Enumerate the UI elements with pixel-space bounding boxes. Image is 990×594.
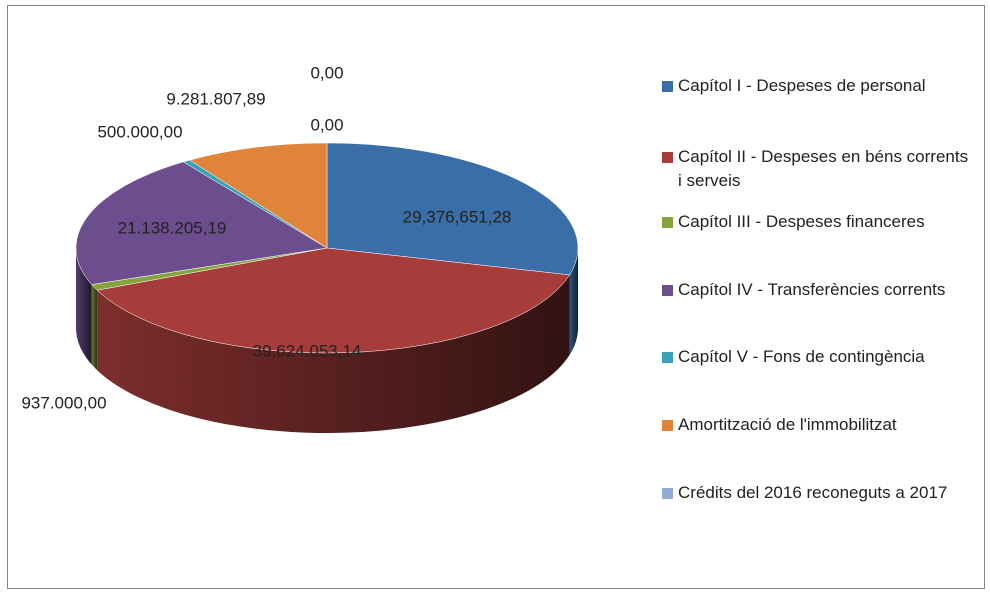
slice <box>75 161 328 285</box>
legend-label: Capítol II - Despeses en béns corrents i… <box>678 147 969 190</box>
legend-item: Capítol IV - Transferències corrents <box>662 278 972 302</box>
legend-swatch <box>662 488 673 499</box>
legend-item: Capítol III - Despeses financeres <box>662 210 972 234</box>
legend-item: Amortització de l'immobilitzat <box>662 413 972 437</box>
legend-item: Capítol I - Despeses de personal <box>662 74 972 98</box>
chart-frame <box>7 5 985 589</box>
data-label: 0,00 <box>310 115 343 134</box>
legend-label: Capítol IV - Transferències corrents <box>678 280 946 299</box>
slice-side <box>569 248 578 355</box>
slice <box>326 142 579 276</box>
data-label: 21.138.205,19 <box>118 218 227 237</box>
legend-label: Capítol V - Fons de contingència <box>678 347 925 366</box>
legend-swatch <box>662 352 673 363</box>
slice <box>189 142 328 249</box>
legend-label: Amortització de l'immobilitzat <box>678 415 897 434</box>
data-label: 9.281.807,89 <box>166 89 265 108</box>
legend-label: Crédits del 2016 reconeguts a 2017 <box>678 483 948 502</box>
legend-label: Capítol I - Despeses de personal <box>678 76 926 95</box>
legend-item: Crédits del 2016 reconeguts a 2017 <box>662 481 972 505</box>
legend-item: Capítol V - Fons de contingència <box>662 345 972 369</box>
legend-swatch <box>662 420 673 431</box>
slice <box>96 247 571 354</box>
legend-swatch <box>662 217 673 228</box>
data-label: 29,376,651,28 <box>403 207 512 226</box>
legend-swatch <box>662 285 673 296</box>
data-label: 39.624.053,14 <box>253 341 362 360</box>
slice-side <box>91 284 98 371</box>
data-label: 0,00 <box>310 63 343 82</box>
data-label: 500.000,00 <box>97 122 182 141</box>
legend-label: Capítol III - Despeses financeres <box>678 212 925 231</box>
slice-side <box>76 248 92 365</box>
legend-swatch <box>662 152 673 163</box>
legend-swatch <box>662 81 673 92</box>
data-label: 937.000,00 <box>21 393 106 412</box>
slice-side <box>97 274 570 434</box>
legend-item: Capítol II - Despeses en béns corrents i… <box>662 145 972 193</box>
